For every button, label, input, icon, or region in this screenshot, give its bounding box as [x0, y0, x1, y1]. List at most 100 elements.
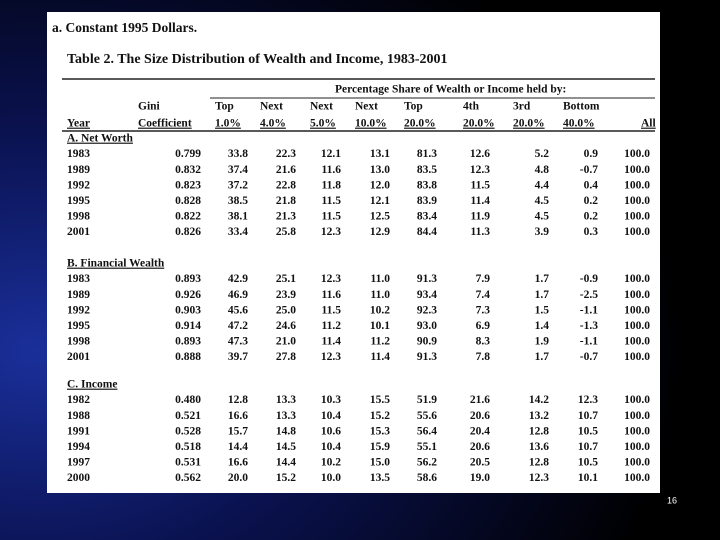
table-cell: 0.3 — [584, 226, 599, 238]
table-cell: 7.3 — [476, 304, 491, 316]
table-cell: 12.1 — [370, 195, 390, 207]
table-cell: 16.6 — [228, 457, 248, 469]
table-cell: 7.9 — [476, 273, 491, 285]
table-cell: 0.903 — [175, 304, 201, 316]
table-cell: 100.0 — [624, 425, 650, 437]
table-cell: 12.5 — [370, 211, 390, 223]
column-header: 1.0% — [215, 118, 241, 130]
table-cell: 11.4 — [471, 195, 491, 207]
table-cell: 11.5 — [322, 195, 342, 207]
table-cell: 21.0 — [276, 336, 296, 348]
table-cell: 20.6 — [470, 441, 490, 453]
table-cell: 92.3 — [417, 304, 437, 316]
table-cell: 10.6 — [321, 425, 341, 437]
table-cell: 10.3 — [321, 394, 341, 406]
table-cell: -0.9 — [580, 273, 598, 285]
table-cell: 100.0 — [624, 441, 650, 453]
table-cell: 21.3 — [276, 211, 296, 223]
table-cell: 12.0 — [370, 179, 390, 191]
column-header: 20.0% — [513, 118, 545, 130]
table-cell: 16.6 — [228, 410, 248, 422]
table-cell: 7.8 — [476, 351, 491, 363]
table-cell: 1994 — [67, 441, 90, 453]
table-cell: 3.9 — [535, 226, 550, 238]
table-cell: 13.2 — [529, 410, 549, 422]
table-cell: 12.3 — [321, 351, 341, 363]
table-cell: 1995 — [67, 195, 90, 207]
table-cell: 0.4 — [584, 179, 599, 191]
table-cell: 1982 — [67, 394, 90, 406]
table-cell: 14.5 — [276, 441, 296, 453]
table-cell: 19.0 — [470, 472, 490, 484]
table-cell: 10.1 — [578, 472, 598, 484]
table-cell: 100.0 — [624, 164, 650, 176]
table-cell: 0.521 — [175, 410, 201, 422]
table-cell: 11.2 — [322, 320, 342, 332]
column-header: All — [641, 118, 656, 130]
table-cell: 1998 — [67, 336, 90, 348]
table-cell: 12.3 — [529, 472, 549, 484]
table-cell: 0.2 — [584, 211, 599, 223]
table-cell: 84.4 — [417, 226, 437, 238]
table-cell: 0.9 — [584, 148, 599, 160]
table-cell: 11.8 — [322, 179, 342, 191]
table-cell: 14.8 — [276, 425, 296, 437]
table-cell: 1992 — [67, 179, 90, 191]
table-cell: 11.4 — [322, 336, 342, 348]
table-cell: 0.893 — [175, 336, 201, 348]
table-cell: 91.3 — [417, 351, 437, 363]
table-cell: 0.562 — [175, 472, 201, 484]
table-cell: 11.5 — [322, 304, 342, 316]
table-cell: 1.7 — [535, 273, 550, 285]
table-cell: 1.9 — [535, 336, 550, 348]
table-cell: 13.0 — [370, 164, 390, 176]
table-cell: 47.3 — [228, 336, 248, 348]
table-cell: 1.4 — [535, 320, 550, 332]
table-cell: 1989 — [67, 289, 90, 301]
table-cell: 8.3 — [476, 336, 491, 348]
table-cell: 15.0 — [370, 457, 390, 469]
table-cell: 12.1 — [321, 148, 341, 160]
column-header: Next — [310, 101, 333, 113]
table-cell: 12.8 — [228, 394, 248, 406]
table-cell: 11.0 — [371, 273, 391, 285]
table-cell: 100.0 — [624, 195, 650, 207]
table-cell: 100.0 — [624, 289, 650, 301]
table-cell: 100.0 — [624, 304, 650, 316]
table-cell: 12.8 — [529, 425, 549, 437]
table-cell: 10.4 — [321, 441, 341, 453]
table-cell: 56.2 — [417, 457, 437, 469]
table-cell: 12.9 — [370, 226, 390, 238]
table-cell: 10.1 — [370, 320, 390, 332]
column-header: 20.0% — [404, 118, 436, 130]
table-cell: 10.7 — [578, 441, 598, 453]
table-cell: 100.0 — [624, 457, 650, 469]
section-label: C. Income — [67, 379, 117, 391]
section-label: B. Financial Wealth — [67, 258, 165, 270]
table-cell: 1989 — [67, 164, 90, 176]
table-cell: 10.0 — [321, 472, 341, 484]
table-cell: 11.9 — [471, 211, 491, 223]
table-cell: 55.6 — [417, 410, 437, 422]
table-cell: 24.6 — [276, 320, 296, 332]
table-cell: 1983 — [67, 148, 90, 160]
table-cell: 45.6 — [228, 304, 248, 316]
table-cell: 1991 — [67, 425, 90, 437]
table-cell: 0.518 — [175, 441, 201, 453]
table-cell: 83.8 — [417, 179, 437, 191]
table-cell: 23.9 — [276, 289, 296, 301]
table-cell: 0.799 — [175, 148, 201, 160]
table-cell: 10.2 — [321, 457, 341, 469]
table-cell: 2001 — [67, 351, 90, 363]
caption: a. Constant 1995 Dollars. — [52, 20, 197, 35]
table-cell: 12.3 — [321, 273, 341, 285]
table-cell: 100.0 — [624, 211, 650, 223]
table-cell: 55.1 — [417, 441, 437, 453]
table-cell: 21.6 — [470, 394, 490, 406]
table-cell: 38.1 — [228, 211, 248, 223]
column-header: Coefficient — [138, 118, 192, 130]
table-cell: 4.5 — [535, 211, 550, 223]
table-cell: 2001 — [67, 226, 90, 238]
table-cell: 13.3 — [276, 394, 296, 406]
table-cell: 25.0 — [276, 304, 296, 316]
